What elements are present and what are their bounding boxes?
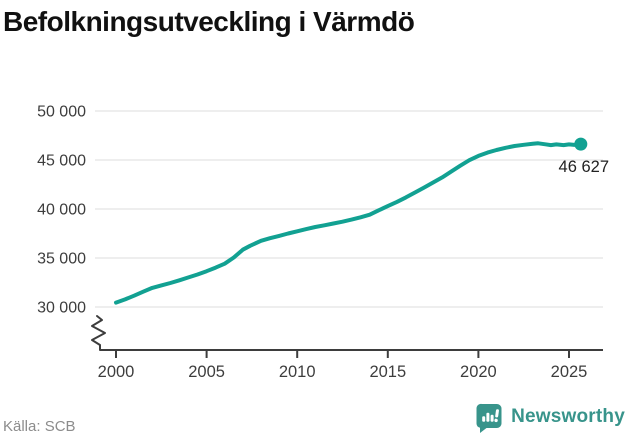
y-tick-label: 40 000 xyxy=(37,202,86,219)
logo-bar-tall xyxy=(486,412,490,422)
latest-point-marker xyxy=(574,137,588,151)
source-label: Källa: SCB xyxy=(3,418,76,435)
x-tick-label: 2020 xyxy=(460,363,497,381)
logo-bar-small xyxy=(482,415,486,422)
y-tick-label: 45 000 xyxy=(37,153,86,170)
y-tick-label: 30 000 xyxy=(37,300,86,317)
newsworthy-logo-link[interactable]: Newsworthy xyxy=(475,401,625,433)
x-axis-ticks xyxy=(115,351,570,358)
x-tick-label: 2015 xyxy=(369,363,406,381)
x-tick-label: 2025 xyxy=(551,363,588,381)
latest-value-label: 46 627 xyxy=(559,158,609,176)
gridlines xyxy=(95,110,603,308)
y-tick-label: 50 000 xyxy=(37,104,86,121)
axis-break-squiggle-icon xyxy=(91,315,106,351)
logo-bar-medium xyxy=(490,414,494,422)
x-tick-label: 2000 xyxy=(98,363,135,381)
x-axis-labels: 2000 2005 2010 2015 2020 2025 xyxy=(98,363,588,381)
logo-exclamation-mark xyxy=(494,408,500,422)
x-axis xyxy=(91,315,603,351)
population-line-chart: 50 000 45 000 40 000 35 000 30 000 2000 2005 2… xyxy=(0,75,631,395)
x-tick-label: 2005 xyxy=(188,363,225,381)
y-axis-labels: 50 000 45 000 40 000 35 000 30 000 xyxy=(37,104,86,317)
newsworthy-logo-text: Newsworthy xyxy=(511,406,625,427)
population-line-series xyxy=(114,141,583,305)
newsworthy-bar-chart-bubble-icon xyxy=(476,403,502,433)
y-tick-label: 35 000 xyxy=(37,251,86,268)
x-tick-label: 2010 xyxy=(279,363,316,381)
page-title: Befolkningsutveckling i Värmdö xyxy=(3,6,415,37)
